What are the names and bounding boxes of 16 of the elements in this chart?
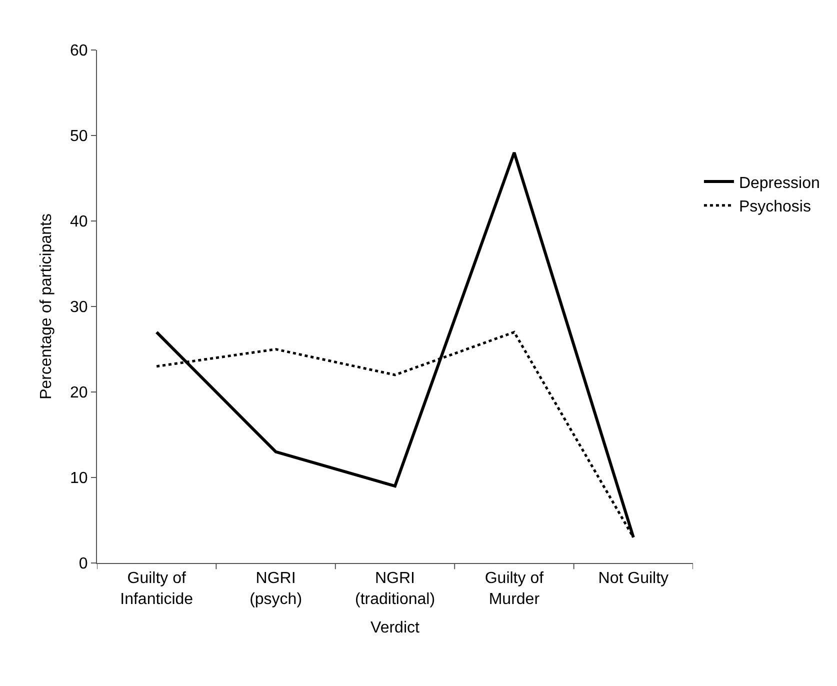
y-tick-label: 50: [70, 128, 88, 146]
x-tick-label: Guilty of Murder: [484, 570, 544, 608]
x-tick-label: NGRI (psych): [250, 570, 302, 608]
y-axis-title: Percentage of participants: [38, 214, 55, 400]
x-axis-title: Verdict: [370, 620, 420, 637]
y-tick-label: 10: [70, 470, 88, 488]
legend-label: Depression: [738, 174, 820, 192]
y-tick-label: 40: [70, 214, 88, 231]
y-tick-label: 30: [70, 299, 88, 316]
y-tick-label: 0: [78, 556, 88, 573]
x-tick-label: NGRI (traditional): [354, 570, 436, 608]
x-tick-label: Guilty of Infanticide: [120, 570, 194, 608]
y-tick-label: 20: [70, 384, 88, 402]
legend-label: Psychosis: [738, 198, 811, 216]
y-tick-label: 60: [70, 42, 88, 60]
x-tick-label: Not Guilty: [598, 570, 669, 588]
